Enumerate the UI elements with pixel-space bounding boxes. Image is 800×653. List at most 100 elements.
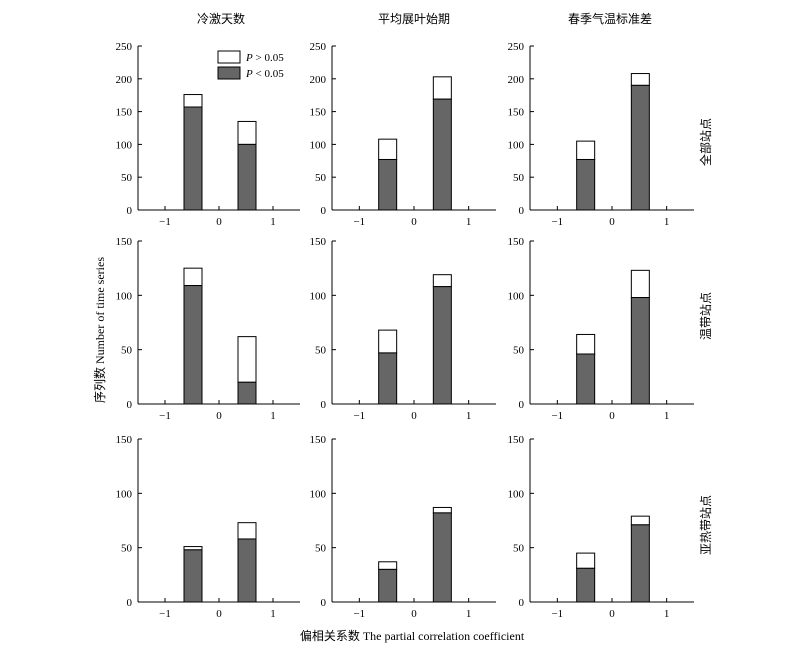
x-tick-label: 1: [466, 216, 472, 228]
bar-significant: [630, 297, 650, 405]
y-tick-label: 50: [513, 543, 525, 555]
bar-significant: [378, 352, 398, 405]
y-tick-label: 200: [116, 74, 133, 86]
bar-nonsignificant: [183, 94, 203, 108]
y-tick-label: 50: [121, 543, 133, 555]
bar-nonsignificant: [432, 506, 452, 514]
y-tick-label: 0: [519, 597, 525, 609]
bar-significant: [432, 286, 452, 405]
y-tick-label: 0: [321, 205, 327, 217]
y-tick-label: 150: [116, 434, 133, 446]
panel-r0-c0: 0 50 100 150 200 250 −1 0 1: [116, 41, 300, 228]
x-tick-label: −1: [551, 608, 563, 620]
y-tick-label: 0: [321, 597, 327, 609]
y-tick-label: 200: [508, 74, 525, 86]
x-tick-label: −1: [159, 608, 171, 620]
y-tick-label: 0: [519, 399, 525, 411]
bar-nonsignificant: [576, 333, 596, 355]
bar-significant: [576, 567, 596, 603]
panel-r2-c2: 0 50 100 150 −1 0 1: [508, 434, 694, 620]
bar-nonsignificant: [576, 552, 596, 569]
legend-swatch-significant: [217, 66, 241, 80]
x-tick-label: −1: [353, 216, 365, 228]
bar-significant: [630, 84, 650, 211]
y-tick-label: 0: [321, 399, 327, 411]
bar-significant: [576, 158, 596, 211]
x-axis-label: 偏相关系数 The partial correlation coefficien…: [300, 628, 525, 643]
x-tick-label: −1: [159, 216, 171, 228]
y-tick-label: 50: [513, 172, 525, 184]
y-tick-label: 100: [116, 139, 133, 151]
x-tick-label: 0: [609, 216, 615, 228]
x-tick-label: 1: [466, 410, 472, 422]
bar-nonsignificant: [432, 76, 452, 100]
bar-significant: [630, 524, 650, 603]
y-tick-label: 100: [508, 488, 525, 500]
y-tick-label: 150: [310, 107, 327, 119]
x-tick-label: 0: [411, 410, 417, 422]
bar-nonsignificant: [237, 120, 257, 145]
y-tick-label: 0: [519, 205, 525, 217]
legend-swatch-nonsignificant: [217, 50, 241, 64]
y-tick-label: 100: [310, 290, 327, 302]
x-tick-label: 1: [664, 216, 670, 228]
y-tick-label: 100: [310, 139, 327, 151]
column-title-leaf-unfolding: 平均展叶始期: [378, 12, 450, 26]
bar-significant: [576, 353, 596, 405]
bar-significant: [378, 568, 398, 603]
y-tick-label: 0: [127, 597, 133, 609]
y-tick-label: 250: [508, 41, 525, 53]
panel-r1-c0: 0 50 100 150 −1 0 1: [116, 236, 300, 422]
y-tick-label: 50: [315, 345, 327, 357]
bar-nonsignificant: [432, 274, 452, 288]
bar-nonsignificant: [630, 515, 650, 526]
bar-nonsignificant: [378, 138, 398, 160]
row-label-subtropical-stations: 亚热带站点: [699, 495, 713, 555]
bar-nonsignificant: [237, 522, 257, 540]
x-tick-label: 0: [216, 410, 222, 422]
y-tick-label: 150: [508, 107, 525, 119]
y-tick-label: 0: [127, 399, 133, 411]
x-tick-label: 1: [270, 410, 276, 422]
bar-significant: [237, 538, 257, 603]
bar-significant: [378, 158, 398, 211]
bar-nonsignificant: [630, 269, 650, 299]
x-tick-label: −1: [353, 608, 365, 620]
y-tick-label: 50: [121, 172, 133, 184]
bar-nonsignificant: [576, 140, 596, 160]
bar-nonsignificant: [237, 336, 257, 383]
bar-significant: [183, 549, 203, 603]
y-tick-label: 100: [310, 488, 327, 500]
panel-r2-c0: 0 50 100 150 −1 0 1: [116, 434, 300, 620]
bar-significant: [237, 381, 257, 405]
x-tick-label: −1: [551, 410, 563, 422]
x-tick-label: 0: [216, 216, 222, 228]
x-tick-label: 1: [664, 608, 670, 620]
column-title-spring-temp-sd: 春季气温标准差: [568, 11, 652, 26]
legend-threshold: < 0.05: [253, 68, 284, 80]
y-axis-label: 序列数 Number of time series: [92, 257, 107, 403]
y-tick-label: 150: [508, 434, 525, 446]
bar-significant: [237, 143, 257, 211]
x-tick-label: 0: [411, 216, 417, 228]
bar-significant: [432, 98, 452, 211]
panel-r2-c1: 0 50 100 150 −1 0 1: [310, 434, 496, 620]
y-tick-label: 250: [116, 41, 133, 53]
x-tick-label: 1: [270, 216, 276, 228]
y-tick-label: 100: [508, 290, 525, 302]
y-tick-label: 50: [315, 543, 327, 555]
y-tick-label: 50: [121, 345, 133, 357]
x-tick-label: 0: [411, 608, 417, 620]
y-tick-label: 50: [315, 172, 327, 184]
y-tick-label: 150: [310, 434, 327, 446]
legend-p-symbol: P: [245, 52, 253, 64]
y-tick-label: 150: [508, 236, 525, 248]
bar-nonsignificant: [378, 561, 398, 570]
x-tick-label: 1: [466, 608, 472, 620]
legend-threshold: > 0.05: [253, 52, 284, 64]
panel-r0-c2: 0 50 100 150 200 250 −1 0 1: [508, 41, 694, 228]
y-tick-label: 100: [116, 488, 133, 500]
x-tick-label: 1: [664, 410, 670, 422]
